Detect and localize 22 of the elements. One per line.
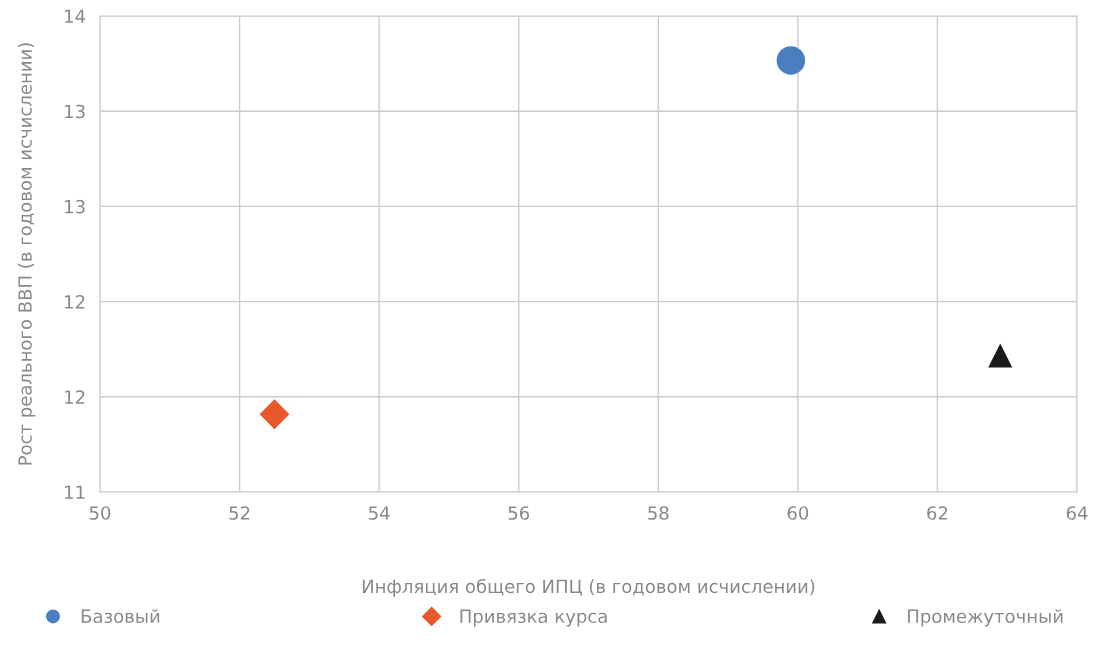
legend-label: Привязка курса	[460, 609, 607, 627]
y-tick-label: 14	[65, 9, 86, 23]
point	[988, 343, 1013, 368]
y-tick-label: 11	[65, 485, 85, 499]
x-tick-label: 64	[1066, 506, 1088, 520]
point	[776, 46, 806, 75]
x-tick-label: 54	[369, 506, 390, 520]
x-axis-title: Инфляция общего ИПЦ (в годовом исчислении)	[362, 578, 815, 597]
x-tick-label: 58	[648, 506, 669, 520]
x-tick-label: 60	[787, 506, 809, 520]
y-tick-label: 12	[65, 390, 85, 404]
y-tick-label: 13	[65, 199, 85, 214]
x-tick-label: 62	[927, 506, 948, 520]
legend-label: Базовый	[81, 609, 160, 624]
y-tick-label: 12	[65, 295, 85, 309]
x-tick-label: 50	[89, 506, 111, 520]
y-tick-label: 13	[65, 104, 85, 119]
y-axis-title: Рост реального ВВП (в годовом исчислении)	[17, 43, 36, 465]
legend-label: Промежуточный	[908, 609, 1063, 627]
x-tick-label: 56	[508, 506, 530, 520]
point	[259, 399, 290, 430]
x-tick-label: 52	[229, 506, 250, 520]
